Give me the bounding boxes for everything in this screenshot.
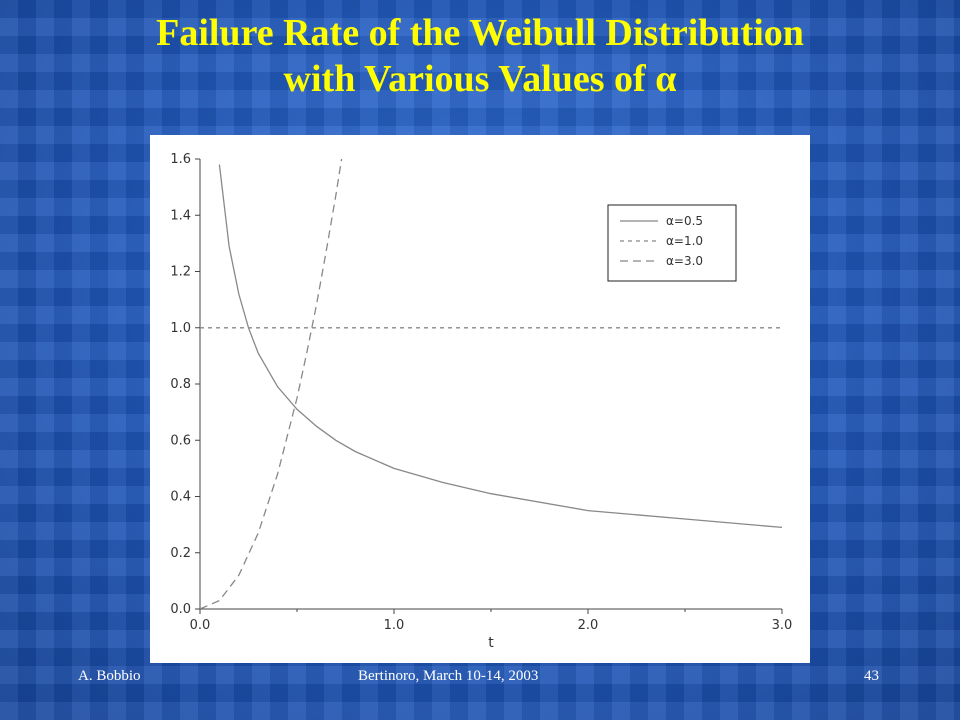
x-tick-label: 2.0 xyxy=(578,618,599,633)
x-tick-label: 0.0 xyxy=(190,618,211,633)
y-tick-label: 0.0 xyxy=(170,602,191,617)
x-tick-label: 1.0 xyxy=(384,618,405,633)
x-tick-label: 3.0 xyxy=(772,618,793,633)
failure-rate-chart: 0.0 0.2 0.4 0.6 0.8 1.0 1.2 1.4 1.6 0.0 1.0 2.0 3.0 t… xyxy=(170,152,793,651)
x-axis-label: t xyxy=(488,635,494,651)
legend-label-1: α=0.5 xyxy=(666,214,703,228)
y-tick-label: 1.6 xyxy=(170,152,191,167)
chart-panel: 0.0 0.2 0.4 0.6 0.8 1.0 1.2 1.4 1.6 0.0 1.0 2.0 3.0 t… xyxy=(150,135,810,663)
y-tick-label: 0.6 xyxy=(170,433,191,448)
legend-label-3: α=3.0 xyxy=(666,254,703,268)
y-tick-label: 1.4 xyxy=(170,208,191,223)
slide-title-line2: with Various Values of α xyxy=(283,58,677,100)
legend-label-2: α=1.0 xyxy=(666,234,703,248)
y-tick-label: 0.2 xyxy=(170,546,191,561)
footer-author: A. Bobbio xyxy=(78,668,141,684)
y-tick-label: 0.8 xyxy=(170,377,191,392)
series-line-3 xyxy=(200,159,343,609)
legend-box xyxy=(607,204,737,282)
y-tick-label: 1.0 xyxy=(170,321,191,336)
y-tick-label: 1.2 xyxy=(170,265,191,280)
page-number: 43 xyxy=(864,668,879,684)
y-tick-label: 0.4 xyxy=(170,490,191,505)
footer-event: Bertinoro, March 10-14, 2003 xyxy=(358,668,539,684)
series-line-1 xyxy=(218,164,782,529)
slide-title: Failure Rate of the Weibull Distribution… xyxy=(0,10,960,102)
slide-title-line1: Failure Rate of the Weibull Distribution xyxy=(156,12,804,54)
